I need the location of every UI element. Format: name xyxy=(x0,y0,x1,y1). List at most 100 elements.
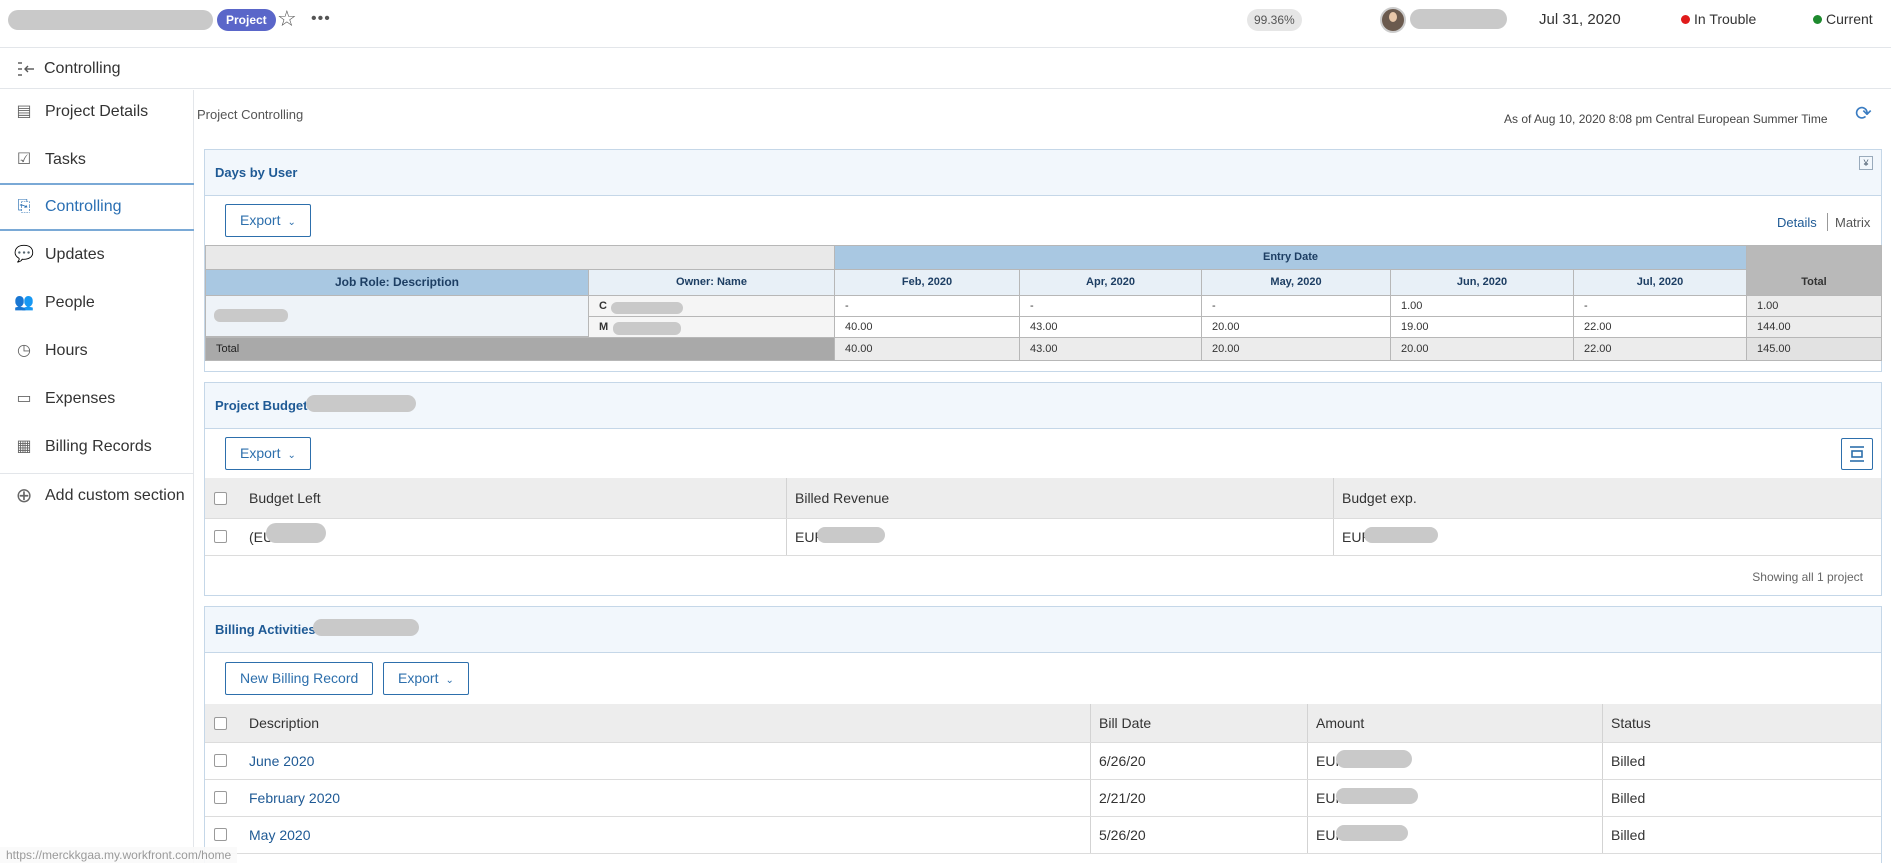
sidebar-item-hours[interactable]: ◷ Hours xyxy=(0,329,194,375)
column-header-amount[interactable]: Amount xyxy=(1307,704,1602,742)
breadcrumb: Project Controlling xyxy=(197,107,304,122)
column-header-status[interactable]: Status xyxy=(1602,704,1882,742)
chat-bubble-icon: 💬 xyxy=(14,246,34,263)
sidebar-item-expenses[interactable]: ▭ Expenses xyxy=(0,377,194,423)
redacted-job-role xyxy=(214,309,288,322)
collapse-panel-icon[interactable]: ¥ xyxy=(1859,156,1873,170)
total-cell: 20.00 xyxy=(1201,337,1391,361)
sidebar-item-label: Billing Records xyxy=(45,438,152,455)
status-bar-url: https://merckkgaa.my.workfront.com/home xyxy=(0,847,238,863)
bill-date-cell: 5/26/20 xyxy=(1090,817,1307,853)
row-checkbox[interactable] xyxy=(214,754,227,767)
select-all-checkbox[interactable] xyxy=(214,492,227,505)
redacted-owner xyxy=(613,322,681,335)
header-spacer xyxy=(205,245,835,270)
progress-status[interactable]: Current xyxy=(1826,11,1873,27)
billing-icon: ▦ xyxy=(16,438,32,455)
controlling-icon: ⎘ xyxy=(17,198,31,215)
sidebar-item-controlling[interactable]: ⎘ Controlling xyxy=(0,183,194,231)
column-settings-icon[interactable] xyxy=(1841,438,1873,470)
document-icon: ▤ xyxy=(16,103,32,120)
budget-exp-cell: EUR xyxy=(1333,519,1882,555)
section-title: Controlling xyxy=(44,60,121,77)
view-details-link[interactable]: Details xyxy=(1777,215,1817,230)
budget-left-cell: (EU xyxy=(241,519,786,555)
table-row[interactable]: (EU EUR EUR xyxy=(205,519,1881,556)
redacted-value xyxy=(1336,750,1412,768)
sidebar-item-billing-records[interactable]: ▦ Billing Records xyxy=(0,425,194,471)
sidebar-add-custom-section[interactable]: ⊕ Add custom section xyxy=(0,474,194,520)
more-options-icon[interactable]: ••• xyxy=(311,10,331,27)
sidebar-item-label: Add custom section xyxy=(45,487,185,504)
sidebar-item-updates[interactable]: 💬 Updates xyxy=(0,233,194,279)
value-cell: 43.00 xyxy=(1019,316,1202,338)
description-link[interactable]: June 2020 xyxy=(249,753,315,769)
star-icon[interactable]: ☆ xyxy=(277,6,297,31)
job-role-cell xyxy=(205,295,589,337)
redacted-billing-title xyxy=(313,619,419,636)
column-header-billed-revenue[interactable]: Billed Revenue xyxy=(786,478,1333,518)
money-icon: ▭ xyxy=(16,390,32,407)
refresh-icon[interactable]: ⟳ xyxy=(1855,103,1872,125)
amount-cell: EUR xyxy=(1307,743,1602,779)
total-cell: 43.00 xyxy=(1019,337,1202,361)
collapse-sidebar-icon[interactable] xyxy=(16,60,36,78)
export-button[interactable]: Export ⌄ xyxy=(225,437,311,470)
project-date[interactable]: Jul 31, 2020 xyxy=(1539,11,1621,28)
column-header-bill-date[interactable]: Bill Date xyxy=(1090,704,1307,742)
value-cell: - xyxy=(1201,295,1391,317)
project-badge: Project xyxy=(217,9,276,31)
sidebar-item-tasks[interactable]: ☑ Tasks xyxy=(0,138,194,184)
table-row[interactable]: June 2020 6/26/20 EUR Billed xyxy=(205,743,1881,780)
select-all-checkbox[interactable] xyxy=(214,717,227,730)
table-row[interactable]: May 2020 5/26/20 EUR Billed xyxy=(205,817,1881,854)
owner-name-cell: C xyxy=(588,295,835,317)
new-billing-record-button[interactable]: New Billing Record xyxy=(225,662,374,695)
description-link[interactable]: February 2020 xyxy=(249,790,341,806)
status-cell: Billed xyxy=(1602,780,1882,816)
row-checkbox[interactable] xyxy=(214,791,227,804)
panel-header: Project Budget xyxy=(205,383,1881,429)
sidebar-item-project-details[interactable]: ▤ Project Details xyxy=(0,90,194,136)
value-cell: - xyxy=(1019,295,1202,317)
status-cell: Billed xyxy=(1602,817,1882,853)
view-matrix-link[interactable]: Matrix xyxy=(1835,215,1871,230)
redacted-value xyxy=(266,523,326,543)
export-button[interactable]: Export ⌄ xyxy=(383,662,469,695)
export-button[interactable]: Export ⌄ xyxy=(225,204,311,237)
description-link[interactable]: May 2020 xyxy=(249,827,311,843)
table-header-row: Budget Left Billed Revenue Budget exp. xyxy=(205,478,1881,519)
plus-circle-icon: ⊕ xyxy=(15,485,33,507)
sidebar-item-people[interactable]: 👥 People xyxy=(0,281,194,327)
panel-header: Billing Activities xyxy=(205,607,1881,653)
table-footer-count: Showing all 1 project xyxy=(1752,570,1863,584)
sidebar-item-label: Tasks xyxy=(45,151,86,168)
row-checkbox[interactable] xyxy=(214,530,227,543)
panel-title: Project Budget xyxy=(215,398,308,413)
job-role-header[interactable]: Job Role: Description xyxy=(205,269,589,296)
total-header: Total xyxy=(1746,245,1882,296)
column-header-budget-exp[interactable]: Budget exp. xyxy=(1333,478,1882,518)
column-header-budget-left[interactable]: Budget Left xyxy=(249,490,321,506)
month-header: Feb, 2020 xyxy=(834,269,1020,296)
owner-name-header[interactable]: Owner: Name xyxy=(588,269,835,296)
owner-avatar[interactable] xyxy=(1380,7,1406,33)
row-total-cell: 1.00 xyxy=(1746,295,1882,317)
total-cell: 22.00 xyxy=(1573,337,1747,361)
sidebar-item-label: Updates xyxy=(45,246,105,263)
amount-cell: EUR xyxy=(1307,817,1602,853)
sidebar: ▤ Project Details ☑ Tasks ⎘ Controlling … xyxy=(0,90,194,863)
row-total-cell: 144.00 xyxy=(1746,316,1882,338)
month-header: May, 2020 xyxy=(1201,269,1391,296)
month-header: Jun, 2020 xyxy=(1390,269,1574,296)
table-row[interactable]: February 2020 2/21/20 EUR Billed xyxy=(205,780,1881,817)
amount-cell: EUR xyxy=(1307,780,1602,816)
column-header-description[interactable]: Description xyxy=(249,715,320,731)
row-checkbox[interactable] xyxy=(214,828,227,841)
table-header-row: Description Bill Date Amount Status xyxy=(205,704,1881,743)
clipboard-check-icon: ☑ xyxy=(16,151,32,168)
panel-header: Days by User ¥ xyxy=(205,150,1881,196)
section-header: Controlling xyxy=(0,49,1891,89)
redacted-project-name xyxy=(8,10,213,30)
condition-status[interactable]: In Trouble xyxy=(1694,11,1757,27)
